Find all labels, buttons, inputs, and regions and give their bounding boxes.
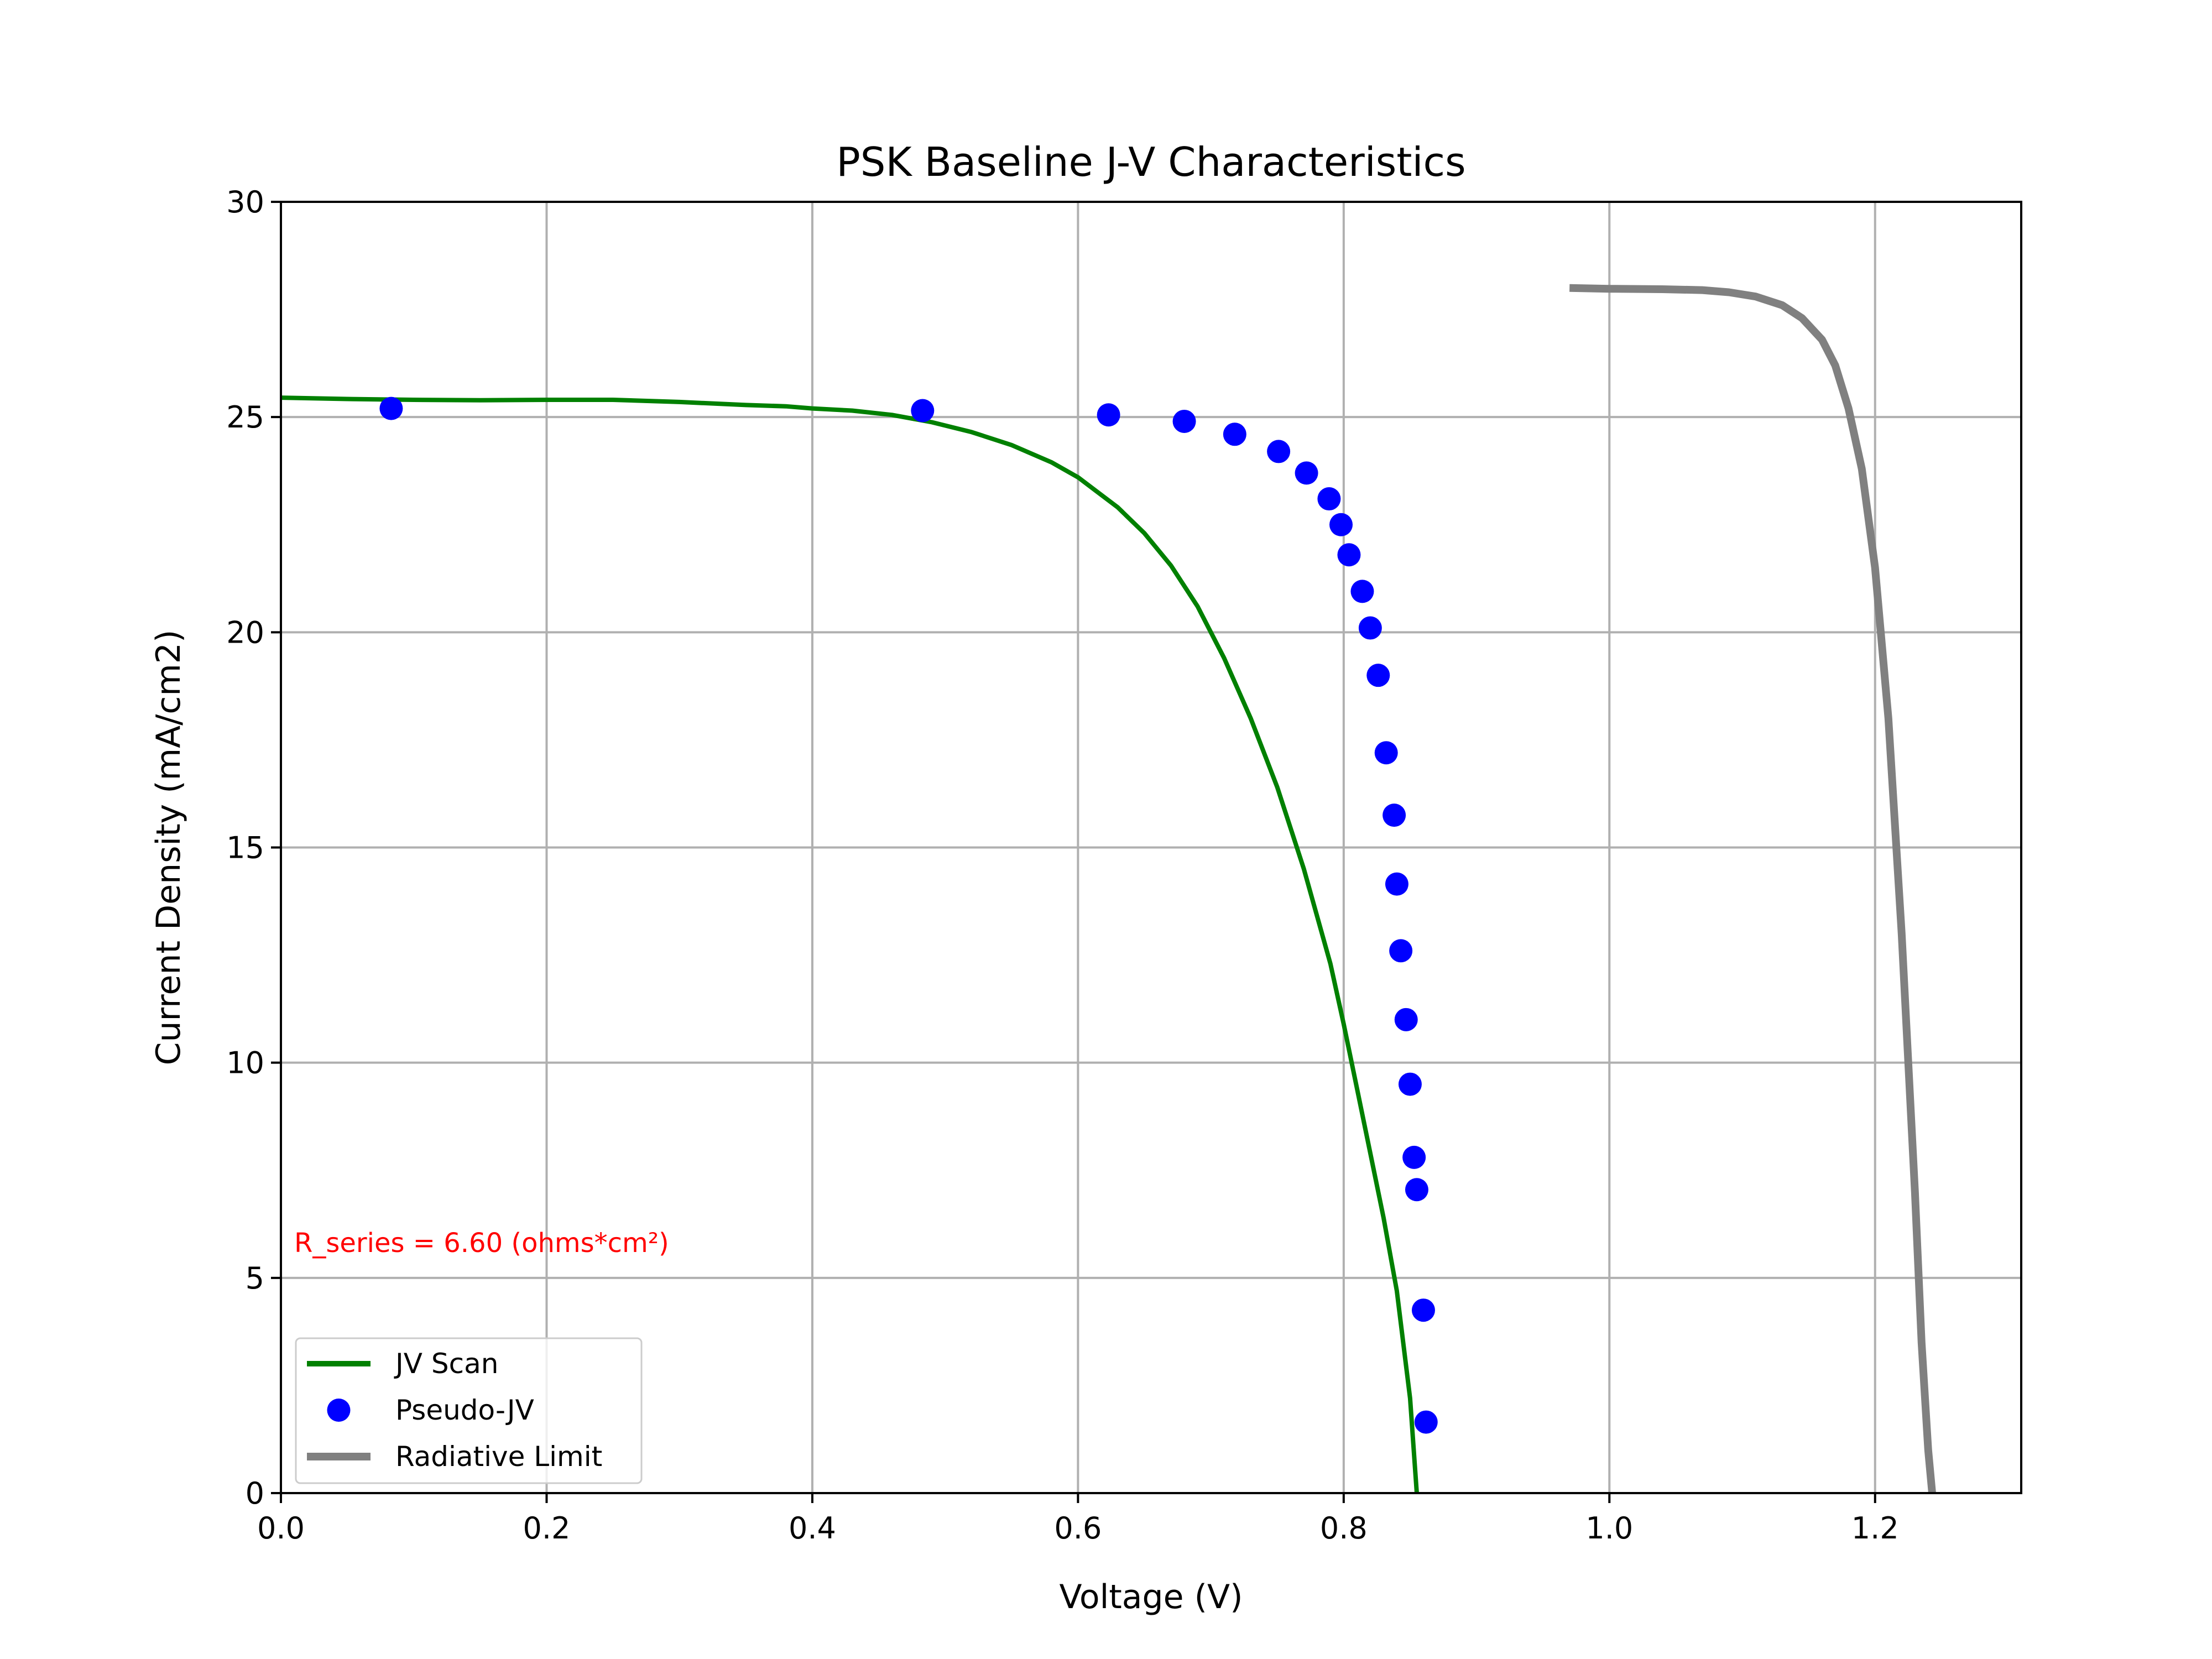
legend-marker-pseudo-jv [327, 1399, 351, 1422]
tick-labels: 0.0 0.2 0.4 0.6 0.8 1.0 1.2 0 5 10 15 20 25 30 [226, 185, 1898, 1546]
series-points-pseudo-jv [379, 397, 1438, 1434]
legend: JV Scan Pseudo-JV Radiative Limit [295, 1337, 643, 1484]
legend-label-radiative-limit: Radiative Limit [395, 1441, 602, 1473]
y-tick-label-4: 20 [226, 615, 264, 650]
data-point-pseudo-jv-22 [1414, 1410, 1438, 1434]
data-point-pseudo-jv-0 [379, 397, 403, 420]
series-line-jv-scan [280, 395, 1419, 1494]
y-tick-label-1: 5 [246, 1261, 264, 1296]
data-point-pseudo-jv-11 [1358, 616, 1382, 640]
data-point-pseudo-jv-14 [1383, 804, 1406, 827]
x-tick-label-6: 1.2 [1851, 1511, 1899, 1546]
y-tick-label-6: 30 [226, 185, 264, 220]
data-point-pseudo-jv-18 [1398, 1072, 1422, 1096]
x-tick-label-2: 0.4 [789, 1511, 836, 1546]
data-point-pseudo-jv-16 [1389, 939, 1413, 963]
data-point-pseudo-jv-17 [1394, 1008, 1418, 1031]
y-tick-label-2: 10 [226, 1046, 264, 1081]
data-point-pseudo-jv-5 [1267, 440, 1291, 463]
data-point-pseudo-jv-3 [1172, 409, 1196, 433]
data-point-pseudo-jv-6 [1295, 461, 1318, 485]
data-point-pseudo-jv-7 [1317, 487, 1341, 511]
data-point-pseudo-jv-20 [1405, 1178, 1428, 1202]
y-tick-label-0: 0 [246, 1476, 264, 1511]
data-point-pseudo-jv-13 [1374, 741, 1398, 765]
data-point-pseudo-jv-9 [1337, 543, 1361, 567]
plot-series [280, 284, 1936, 1494]
data-point-pseudo-jv-10 [1350, 580, 1374, 603]
x-tick-label-0: 0.0 [257, 1511, 305, 1546]
x-tick-label-5: 1.0 [1585, 1511, 1633, 1546]
x-tick-label-4: 0.8 [1320, 1511, 1368, 1546]
data-point-pseudo-jv-19 [1402, 1145, 1426, 1169]
legend-label-jv-scan: JV Scan [394, 1348, 498, 1380]
x-axis-label: Voltage (V) [1060, 1578, 1243, 1616]
chart-title: PSK Baseline J-V Characteristics [836, 139, 1465, 185]
x-tick-label-1: 0.2 [523, 1511, 571, 1546]
legend-label-pseudo-jv: Pseudo-JV [395, 1394, 534, 1426]
series-line-radiative-limit [1569, 284, 1936, 1494]
data-point-pseudo-jv-12 [1366, 664, 1390, 687]
data-point-pseudo-jv-4 [1223, 422, 1246, 446]
data-point-pseudo-jv-1 [911, 399, 935, 422]
data-point-pseudo-jv-2 [1097, 403, 1120, 427]
data-point-pseudo-jv-8 [1329, 513, 1353, 536]
x-tick-label-3: 0.6 [1054, 1511, 1102, 1546]
y-tick-label-3: 15 [226, 831, 264, 865]
axes-frame [271, 201, 2022, 1503]
y-axis-label: Current Density (mA/cm2) [149, 630, 188, 1066]
data-point-pseudo-jv-15 [1385, 872, 1408, 896]
r-series-annotation: R_series = 6.60 (ohms*cm²) [294, 1228, 669, 1259]
legend-box [295, 1337, 643, 1484]
data-point-pseudo-jv-21 [1411, 1298, 1435, 1322]
y-tick-label-5: 25 [226, 400, 264, 435]
